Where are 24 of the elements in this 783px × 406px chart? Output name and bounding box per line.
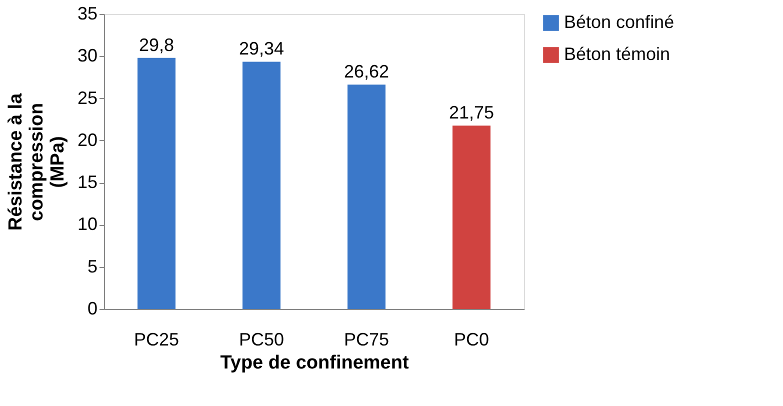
bar — [348, 84, 386, 309]
x-tick-label: PC75 — [344, 330, 390, 350]
data-label: 26,62 — [344, 62, 390, 82]
legend-label: Béton témoin — [564, 44, 670, 64]
bar — [242, 62, 280, 309]
legend-label: Béton confiné — [564, 12, 674, 32]
data-label: 29,8 — [138, 34, 174, 55]
bar — [138, 58, 176, 309]
y-tick-label: 5 — [87, 256, 98, 276]
y-axis-title: Résistance à la compression (MPa) — [5, 92, 68, 231]
x-axis-title: Type de confinement — [220, 352, 410, 374]
bar — [452, 126, 490, 309]
data-label: 21,75 — [448, 102, 494, 123]
x-tick-label: PC50 — [238, 330, 284, 350]
x-tick-label: PC0 — [454, 330, 490, 350]
y-tick-label: 35 — [77, 4, 98, 24]
y-tick-label: 30 — [77, 46, 98, 66]
y-tick-label: 0 — [87, 298, 98, 318]
x-tick-label: PC25 — [134, 330, 180, 350]
y-tick-label: 10 — [77, 214, 98, 234]
y-tick-label: 25 — [77, 88, 98, 108]
y-tick-label: 20 — [77, 130, 98, 150]
data-label: 29,34 — [238, 38, 284, 59]
y-tick-label: 15 — [77, 172, 98, 192]
